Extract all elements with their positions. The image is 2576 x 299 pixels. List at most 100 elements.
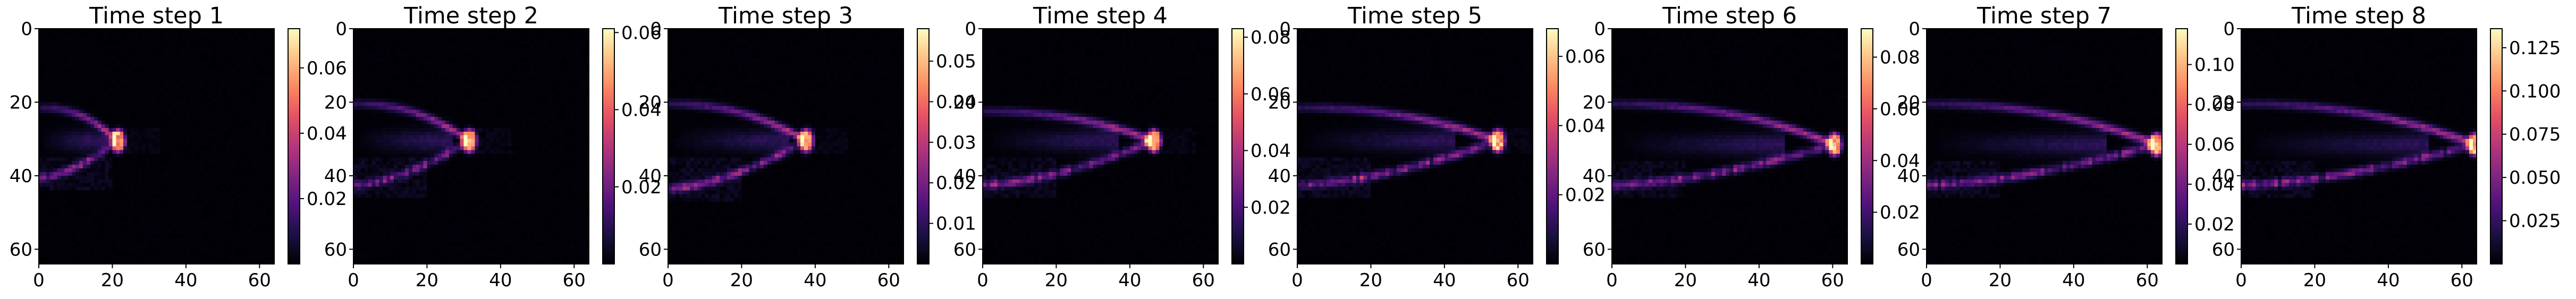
x-tick-label: 0 xyxy=(977,270,989,291)
y-tick-label: 0 xyxy=(965,19,976,40)
heatmap-panel-8: Time step 80 20 40 6002040600.0250.0500.075… xyxy=(2212,3,2561,291)
y-tick-label: 40 xyxy=(2212,166,2235,187)
x-tick-label: 20 xyxy=(416,270,438,291)
heatmap-panel-6: Time step 60 20 40 6002040600.020.040.060.0… xyxy=(1583,3,1920,291)
x-tick-label: 40 xyxy=(804,270,826,291)
colorbar-tick-label: 0.08 xyxy=(1251,27,1291,48)
colorbar-tick-label: 0.10 xyxy=(2194,55,2235,76)
colorbar-tick-label: 0.06 xyxy=(621,22,662,44)
colorbar-tick-label: 0.06 xyxy=(1251,84,1291,105)
y-tick-label: 20 xyxy=(1268,92,1291,113)
colorbar-tick-label: 0.100 xyxy=(2509,81,2561,102)
colorbar-tick-label: 0.08 xyxy=(2194,95,2235,116)
colorbar-frame xyxy=(1546,28,1559,264)
y-tick-label: 60 xyxy=(1897,239,1920,260)
y-tick-label: 0 xyxy=(1279,19,1291,40)
x-tick-label: 60 xyxy=(877,270,900,291)
colorbar-frame xyxy=(2490,28,2503,264)
plot-frame xyxy=(1297,28,1533,264)
plot-frame xyxy=(2241,28,2477,264)
x-tick-label: 40 xyxy=(1118,270,1141,291)
heatmap-image xyxy=(1927,29,2162,264)
y-tick-label: 20 xyxy=(1583,92,1606,113)
y-tick-label: 60 xyxy=(953,239,976,260)
plot-frame xyxy=(38,28,275,264)
y-tick-label: 40 xyxy=(324,166,347,187)
heatmap-image xyxy=(1297,29,1533,264)
panel-title: Time step 8 xyxy=(2291,3,2426,29)
x-tick-label: 20 xyxy=(1674,270,1697,291)
x-tick-label: 40 xyxy=(1747,270,1770,291)
colorbar-frame xyxy=(602,28,615,264)
x-tick-label: 0 xyxy=(1921,270,1932,291)
y-tick-label: 0 xyxy=(335,19,347,40)
panel-title: Time step 7 xyxy=(1977,3,2112,29)
y-tick-label: 60 xyxy=(10,239,32,260)
plot-frame xyxy=(353,28,589,264)
panel-title: Time step 4 xyxy=(1033,3,1168,29)
colorbar-tick-label: 0.06 xyxy=(2194,134,2235,156)
colorbar-frame xyxy=(1231,28,1244,264)
colorbar-tick-label: 0.02 xyxy=(936,173,976,194)
heatmap-image xyxy=(353,29,589,264)
x-tick-label: 0 xyxy=(348,270,359,291)
colorbar-tick-label: 0.04 xyxy=(1880,150,1920,172)
y-tick-label: 20 xyxy=(2212,92,2235,113)
colorbar-tick-label: 0.04 xyxy=(621,100,662,121)
colorbar xyxy=(1232,29,1244,264)
colorbar-tick-label: 0.08 xyxy=(1880,47,1920,69)
heatmap-image xyxy=(39,29,274,264)
y-tick-label: 0 xyxy=(1908,19,1920,40)
colorbar xyxy=(603,29,614,264)
y-tick-label: 20 xyxy=(1897,92,1920,113)
x-tick-label: 60 xyxy=(1821,270,1844,291)
colorbar xyxy=(1861,29,1873,264)
heatmap-image xyxy=(983,29,1218,264)
y-tick-label: 20 xyxy=(324,92,347,113)
colorbar-tick-label: 0.01 xyxy=(936,213,976,235)
x-tick-label: 60 xyxy=(1192,270,1215,291)
y-tick-label: 0 xyxy=(1594,19,1606,40)
colorbar-tick-label: 0.075 xyxy=(2509,124,2561,146)
y-tick-label: 40 xyxy=(1583,166,1606,187)
panel-title: Time step 6 xyxy=(1662,3,1797,29)
panel-title: Time step 1 xyxy=(89,3,224,29)
colorbar-tick-label: 0.05 xyxy=(936,51,976,72)
colorbar-tick-label: 0.04 xyxy=(1251,141,1291,162)
colorbar-tick-label: 0.02 xyxy=(1565,185,1606,206)
y-tick-label: 20 xyxy=(639,92,662,113)
colorbar-tick-label: 0.02 xyxy=(307,189,347,210)
y-tick-label: 0 xyxy=(2223,19,2235,40)
panel-title: Time step 2 xyxy=(403,3,538,29)
x-tick-label: 0 xyxy=(33,270,45,291)
colorbar-tick-label: 0.04 xyxy=(2194,174,2235,195)
x-tick-label: 0 xyxy=(662,270,674,291)
y-tick-label: 20 xyxy=(10,92,32,113)
heatmap-image xyxy=(1612,29,1847,264)
colorbar-tick-label: 0.02 xyxy=(1251,197,1291,218)
plot-frame xyxy=(1611,28,1848,264)
y-tick-label: 0 xyxy=(650,19,662,40)
colorbar-tick-label: 0.02 xyxy=(621,177,662,198)
heatmap-panel-7: Time step 70 20 40 6002040600.020.040.060.0… xyxy=(1897,3,2235,291)
x-tick-label: 0 xyxy=(1291,270,1303,291)
y-tick-label: 0 xyxy=(21,19,32,40)
y-tick-label: 20 xyxy=(953,92,976,113)
x-tick-label: 60 xyxy=(2451,270,2473,291)
plot-frame xyxy=(668,28,904,264)
y-tick-label: 60 xyxy=(324,239,347,260)
y-tick-label: 60 xyxy=(1583,239,1606,260)
x-tick-label: 20 xyxy=(1989,270,2012,291)
x-tick-label: 60 xyxy=(248,270,271,291)
y-tick-label: 60 xyxy=(2212,239,2235,260)
x-tick-label: 60 xyxy=(2136,270,2159,291)
y-tick-label: 40 xyxy=(639,166,662,187)
x-tick-label: 60 xyxy=(563,270,586,291)
x-tick-label: 0 xyxy=(1606,270,1618,291)
colorbar xyxy=(2176,29,2188,264)
colorbar-tick-label: 0.050 xyxy=(2509,167,2561,189)
